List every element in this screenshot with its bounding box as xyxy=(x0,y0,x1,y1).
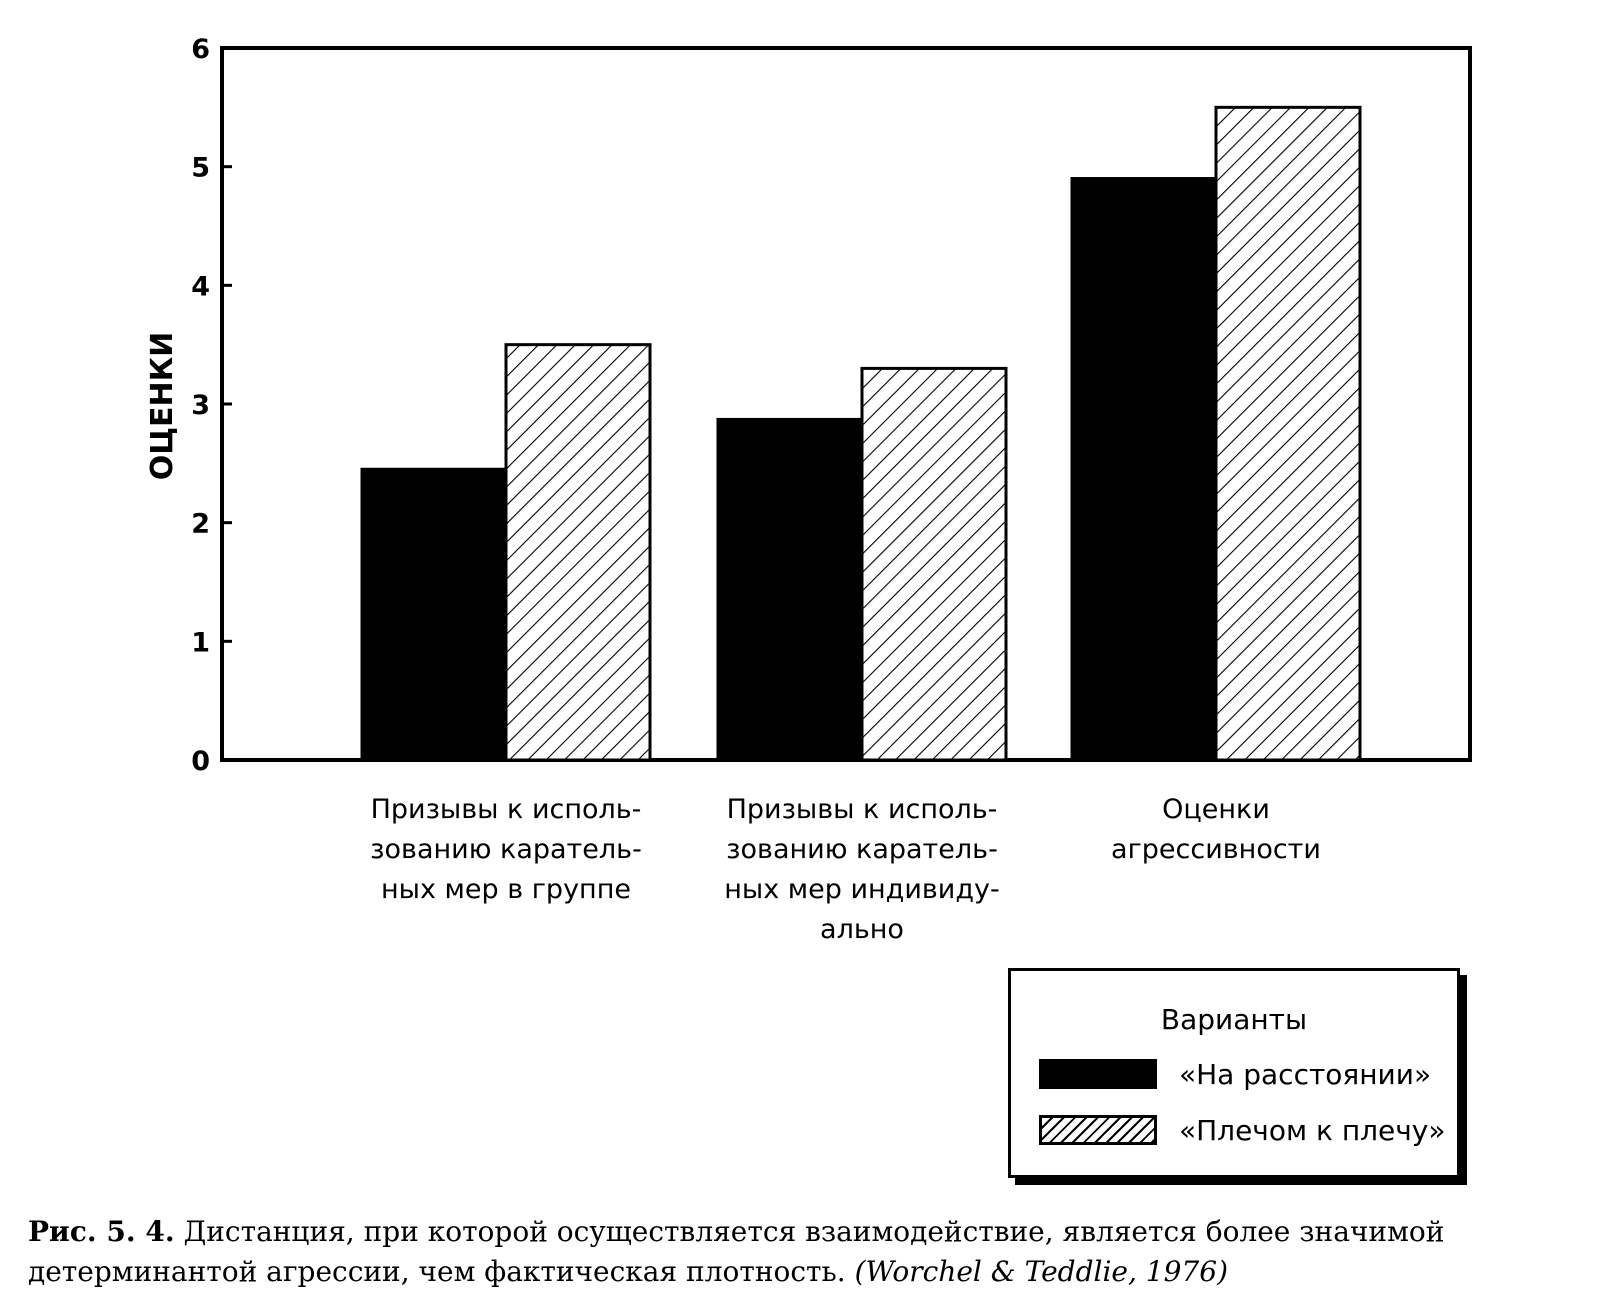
x-category-label-line: ных мер индивиду- xyxy=(724,874,1000,905)
x-category-label: Призывы к исполь-зованию каратель-ных ме… xyxy=(370,794,642,905)
y-tick-label: 3 xyxy=(191,390,210,421)
bar-shoulder-0 xyxy=(504,343,652,762)
legend: Варианты «На расстоянии» «Плечом к плечу… xyxy=(1008,968,1460,1178)
y-tick-label: 0 xyxy=(191,746,210,777)
caption-source: (Worchel & Teddlie, 1976) xyxy=(854,1255,1228,1288)
bar-distance-0 xyxy=(360,467,508,762)
x-category-label-line: ных мер в группе xyxy=(381,874,631,905)
y-tick-label: 4 xyxy=(191,271,210,302)
bar-distance-2 xyxy=(1070,177,1218,762)
x-category-label: Призывы к исполь-зованию каратель-ных ме… xyxy=(724,794,1000,945)
legend-label-distance: «На расстоянии» xyxy=(1179,1057,1432,1091)
x-category-label-line: зованию каратель- xyxy=(370,834,642,865)
caption-figure-number: Рис. 5. 4. xyxy=(28,1215,175,1248)
x-category-label-line: Призывы к исполь- xyxy=(371,794,642,825)
x-category-label-line: зованию каратель- xyxy=(726,834,998,865)
y-tick-label: 1 xyxy=(191,627,210,658)
legend-label-shoulder: «Плечом к плечу» xyxy=(1179,1113,1446,1147)
bar-shoulder-2 xyxy=(1214,105,1362,762)
bar-distance-1 xyxy=(716,417,864,762)
x-category-label-line: агрессивности xyxy=(1111,834,1321,865)
y-tick-label: 5 xyxy=(191,153,210,184)
legend-swatch-solid xyxy=(1039,1059,1157,1089)
caption-text: Дистанция, при которой осуществляется вз… xyxy=(28,1215,1445,1288)
legend-title: Варианты xyxy=(1160,1003,1308,1036)
x-category-label-line: Оценки xyxy=(1162,794,1270,825)
bar-shoulder-1 xyxy=(860,366,1008,762)
legend-item-distance: «На расстоянии» xyxy=(1039,1057,1431,1091)
y-axis-label: ОЦЕНКИ xyxy=(145,332,180,481)
legend-swatch-hatched xyxy=(1039,1115,1157,1145)
legend-item-shoulder: «Плечом к плечу» xyxy=(1039,1113,1446,1147)
x-category-label-line: ально xyxy=(820,914,904,945)
y-tick-label: 2 xyxy=(191,509,210,540)
x-category-label: Оценки агрессивности xyxy=(1111,794,1321,865)
chart-marks: 0 1 2 3 4 5 6 Призывы к исполь-зованию каратель… xyxy=(191,34,1472,945)
figure-caption: Рис. 5. 4. Дистанция, при которой осущес… xyxy=(28,1212,1598,1292)
y-tick-label: 6 xyxy=(191,34,210,65)
x-category-label-line: Призывы к исполь- xyxy=(727,794,998,825)
